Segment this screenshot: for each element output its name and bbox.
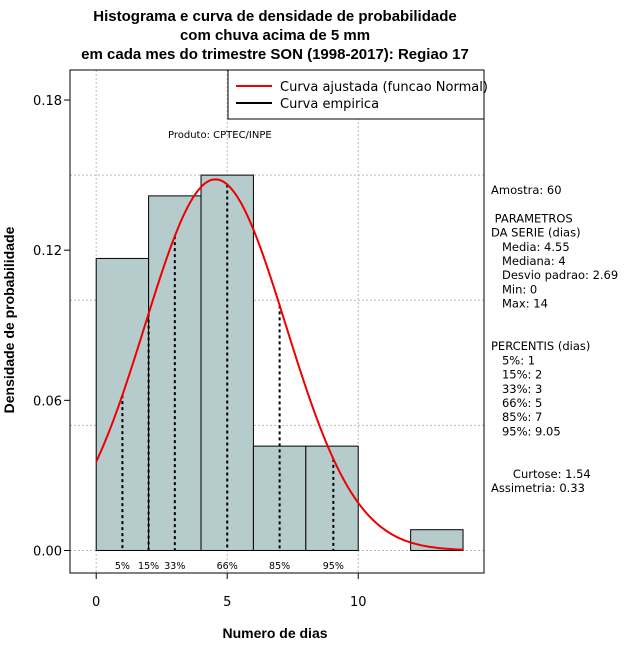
stats-line-15: 66%: 5 [491, 396, 542, 410]
legend-box [227, 69, 485, 120]
percentile-label-3: 66% [217, 561, 238, 572]
stats-line-4: Media: 4.55 [491, 240, 570, 254]
y-tick-label-0: 0.00 [33, 544, 62, 559]
chart-title: Histograma e curva de densidade de proba… [81, 8, 469, 63]
percentile-labels: 5% 15% 33% 66% 85% 95% [115, 561, 344, 572]
percentile-label-2: 33% [164, 561, 185, 572]
y-axis-title: Densidade de probabilidade [1, 226, 17, 413]
stats-line-16: 85%: 7 [491, 410, 542, 424]
stats-line-6: Desvio padrao: 2.69 [491, 268, 618, 282]
empirical-curve [121, 184, 335, 551]
percentile-label-1: 15% [138, 561, 159, 572]
stats-line-0: Amostra: 60 [491, 183, 562, 197]
stats-line-13: 15%: 2 [491, 368, 542, 382]
percentile-label-4: 85% [269, 561, 290, 572]
stats-line-5: Mediana: 4 [491, 254, 566, 268]
stats-line-21: Assimetria: 0.33 [491, 481, 585, 495]
stats-line-2: PARAMETROS [491, 211, 573, 225]
percentile-label-5: 95% [323, 561, 344, 572]
stats-line-17: 95%: 9.05 [491, 424, 561, 438]
plot-frame [69, 69, 485, 574]
stats-line-3: DA SERIE (dias) [491, 226, 581, 240]
stats-line-7: Min: 0 [491, 282, 537, 296]
fitted-curve-path [95, 178, 464, 551]
x-tick-label-1: 5 [223, 595, 231, 610]
x-axis-title: Numero de dias [222, 625, 327, 641]
histogram-bars [95, 174, 464, 551]
histogram-bar-4 [305, 445, 359, 551]
chart-title-line-2: com chuva acima de 5 mm [180, 27, 370, 44]
stats-line-12: 5%: 1 [491, 353, 535, 367]
y-tick-label-1: 0.06 [33, 394, 62, 409]
legend: Curva ajustada (funcao Normal) Curva emp… [227, 69, 488, 120]
histogram-bar-0 [95, 257, 150, 551]
fitted-normal-curve [95, 178, 464, 551]
chart-title-line-1: Histograma e curva de densidade de proba… [93, 8, 456, 25]
y-tick-label-2: 0.12 [33, 244, 62, 259]
legend-label-fitted: Curva ajustada (funcao Normal) [280, 80, 488, 95]
histogram-bar-2 [200, 174, 254, 551]
product-label: Produto: CPTEC/INPE [168, 130, 272, 141]
percentile-label-0: 5% [115, 561, 130, 572]
stats-line-14: 33%: 3 [491, 382, 542, 396]
stats-line-11: PERCENTIS (dias) [491, 339, 590, 353]
legend-label-empirical: Curva empirica [280, 97, 379, 112]
axes: 0.00 0.06 0.12 0.18 0 5 10 [33, 69, 485, 610]
chart-title-line-3: em cada mes do trimestre SON (1998-2017)… [81, 46, 469, 63]
stats-line-20: Curtose: 1.54 [491, 467, 591, 481]
x-tick-label-0: 0 [92, 595, 100, 610]
y-tick-label-3: 0.18 [33, 94, 62, 109]
stats-line-8: Max: 14 [491, 297, 548, 311]
x-tick-label-2: 10 [350, 595, 367, 610]
